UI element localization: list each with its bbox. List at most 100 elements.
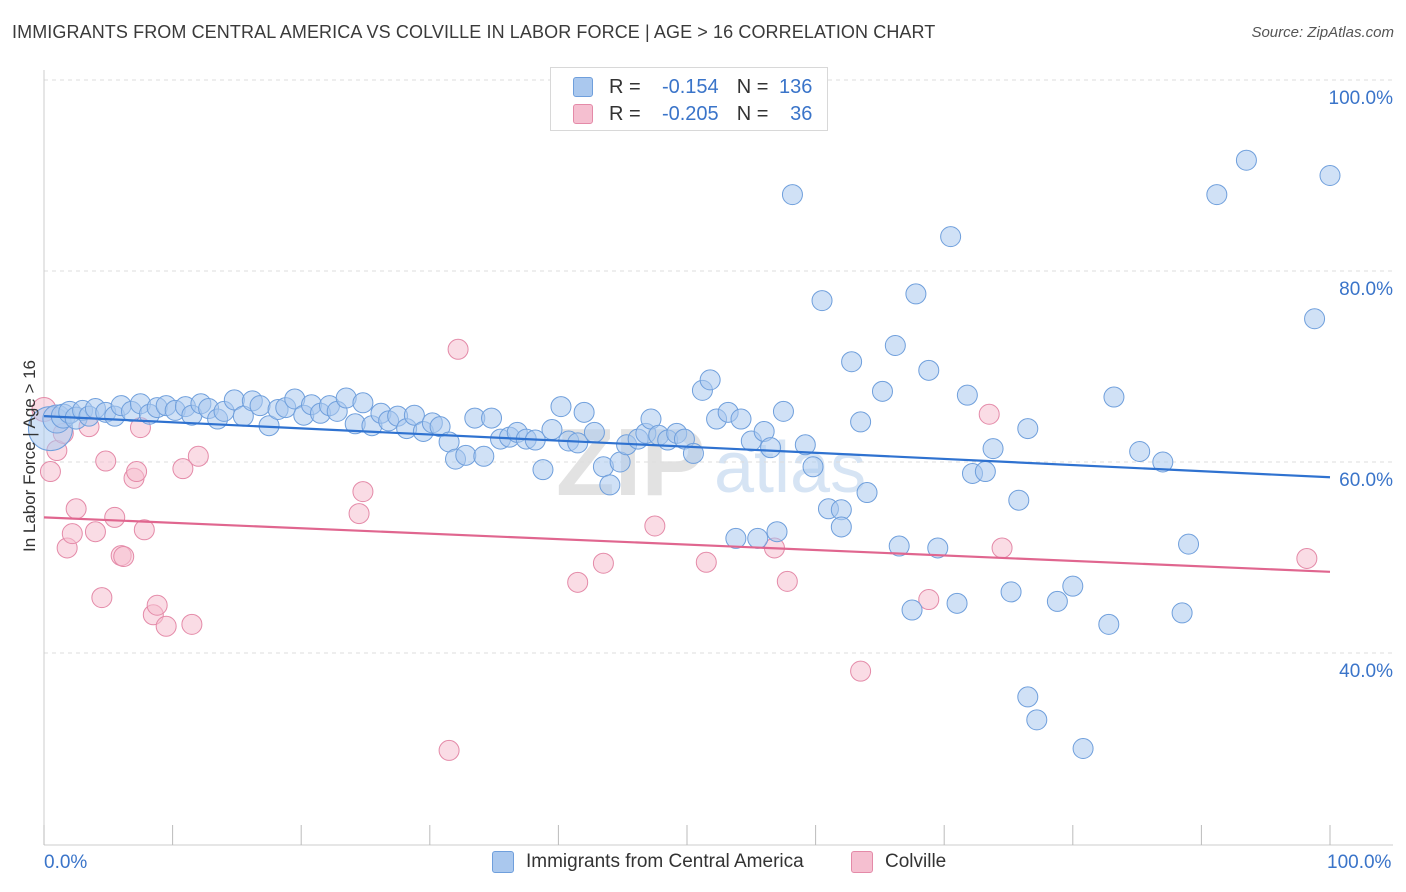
central-america-point	[1062, 575, 1084, 597]
colville-point	[126, 461, 148, 483]
central-america-point	[901, 599, 923, 621]
central-america-point	[1178, 533, 1200, 555]
series-legend-label: Immigrants from Central America	[526, 851, 804, 872]
central-america-point	[473, 445, 495, 467]
y-tick-label: 60.0%	[1339, 470, 1393, 491]
colville-point	[644, 515, 666, 537]
legend-swatch-blue	[573, 77, 593, 97]
trend-lines	[43, 415, 1331, 573]
legend-swatch-blue	[492, 851, 514, 873]
colville-point	[776, 570, 798, 592]
y-tick-labels: 40.0% 60.0% 80.0% 100.0%	[1329, 88, 1394, 682]
colville-point	[447, 338, 469, 360]
central-america-point	[1072, 738, 1094, 759]
central-america-point	[781, 184, 803, 206]
watermark-atlas: atlas	[714, 428, 866, 508]
axes	[43, 70, 1393, 846]
central-america-point	[573, 401, 595, 423]
central-america-point	[1235, 149, 1257, 171]
legend-swatch-pink	[573, 104, 593, 124]
legend-row-colville: R = -0.205 N = 36	[573, 101, 812, 127]
central-america-point	[1206, 184, 1228, 206]
central-america-point	[940, 226, 962, 248]
central-america-point	[249, 395, 271, 417]
y-tick-label: 100.0%	[1329, 88, 1394, 109]
central-america-point	[927, 537, 949, 559]
central-america-point	[766, 521, 788, 543]
series-legend-label: Colville	[885, 851, 947, 872]
central-america-point	[403, 404, 425, 426]
colville-point	[991, 537, 1013, 559]
central-america-point	[550, 396, 572, 418]
legend-r-value-2: -0.205	[661, 102, 719, 125]
colville-point	[133, 519, 155, 541]
colville-point	[146, 594, 168, 616]
colville-point	[61, 523, 83, 545]
central-america-point	[830, 516, 852, 538]
x-tick-label-max: 100.0%	[1327, 852, 1392, 873]
legend-r-label: R =	[609, 75, 641, 98]
colville-point	[567, 571, 589, 593]
colville-point	[172, 458, 194, 480]
central-america-point	[918, 359, 940, 381]
legend-n-label: N =	[736, 75, 769, 98]
correlation-legend: R = -0.154 N = 136 R = -0.205 N = 36	[550, 67, 828, 131]
y-axis-label: In Labor Force | Age > 16	[20, 359, 39, 553]
legend-r-label: R =	[609, 102, 641, 125]
central-america-point	[1026, 709, 1048, 731]
gridlines	[44, 79, 1393, 654]
central-america-point	[1129, 440, 1151, 462]
x-tick-label-min: 0.0%	[44, 852, 88, 873]
central-america-point	[850, 411, 872, 433]
trendline-central-america	[43, 415, 1331, 479]
y-tick-label: 80.0%	[1339, 279, 1393, 300]
central-america-point	[481, 407, 503, 429]
central-america-point	[956, 384, 978, 406]
central-america-point	[802, 456, 824, 478]
colville-point	[352, 481, 374, 503]
colville-point	[39, 461, 61, 483]
legend-n-label: N =	[736, 102, 769, 125]
colville-point	[155, 615, 177, 637]
central-america-point	[946, 592, 968, 614]
colville-point	[187, 445, 209, 467]
central-america-point	[532, 459, 554, 481]
legend-n-value-2: 36	[790, 102, 813, 125]
trendline-colville	[43, 516, 1331, 573]
central-america-point	[884, 334, 906, 356]
chart-title: IMMIGRANTS FROM CENTRAL AMERICA VS COLVI…	[12, 22, 936, 42]
central-america-point	[1098, 613, 1120, 635]
colville-point	[104, 506, 126, 528]
legend-r-value-1: -0.154	[661, 75, 719, 98]
central-america-point	[856, 482, 878, 504]
colville-point	[65, 498, 87, 520]
central-america-point	[1000, 581, 1022, 603]
central-america-point	[811, 290, 833, 312]
central-america-point	[541, 419, 563, 441]
series-legend: Immigrants from Central America Colville	[0, 851, 1406, 879]
central-america-point	[794, 434, 816, 456]
colville-point	[84, 521, 106, 543]
series-legend-item-colville: Colville	[851, 851, 946, 873]
central-america-point	[352, 392, 374, 414]
central-america-point	[1046, 590, 1068, 612]
legend-row-central-america: R = -0.154 N = 136	[573, 74, 812, 100]
central-america-point	[699, 369, 721, 391]
colville-point	[695, 551, 717, 573]
central-america-point	[760, 437, 782, 459]
colville-point	[1296, 547, 1318, 569]
central-america-point	[888, 535, 910, 557]
colville-point	[438, 739, 460, 761]
central-america-point	[1017, 686, 1039, 708]
central-america-point	[1304, 308, 1326, 330]
series-central-america-points	[27, 149, 1341, 759]
central-america-point	[982, 438, 1004, 460]
central-america-point	[725, 527, 747, 549]
central-america-point	[841, 351, 863, 373]
colville-point	[850, 660, 872, 682]
legend-swatch-pink	[851, 851, 873, 873]
source-credit: Source: ZipAtlas.com	[1251, 24, 1394, 41]
central-america-point	[1008, 489, 1030, 511]
colville-point	[918, 589, 940, 611]
